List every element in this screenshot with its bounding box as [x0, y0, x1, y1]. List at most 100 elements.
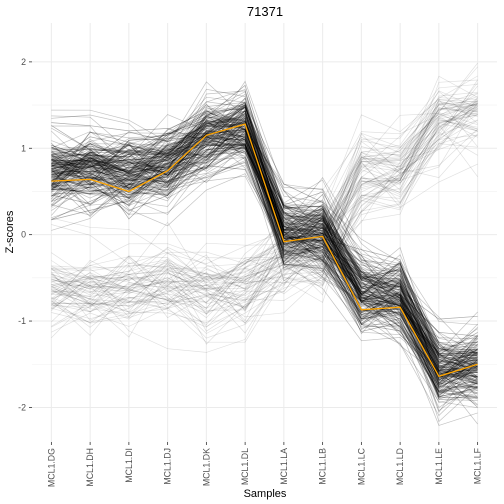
background-series-line	[51, 117, 478, 381]
background-series-line	[51, 129, 478, 389]
background-series-line	[51, 150, 478, 388]
background-series-line	[51, 91, 478, 359]
background-series-line	[51, 110, 478, 385]
background-series-line	[51, 106, 478, 385]
background-series-line	[51, 104, 478, 357]
background-series-line	[51, 106, 478, 384]
background-series-line	[51, 119, 478, 311]
background-series-line	[51, 117, 478, 371]
background-series-line	[51, 106, 478, 368]
background-series-line	[51, 104, 478, 378]
background-series-line	[51, 101, 478, 303]
background-series-line	[51, 129, 478, 373]
background-series-line	[51, 130, 478, 379]
background-series-line	[51, 175, 478, 374]
background-series-line	[51, 135, 478, 390]
background-series-line	[51, 96, 478, 356]
background-series-line	[51, 111, 478, 353]
background-series-line	[51, 161, 478, 338]
background-series-line	[51, 147, 478, 394]
background-series-line	[51, 120, 478, 349]
background-series-line	[51, 129, 478, 373]
background-series-line	[51, 109, 478, 304]
background-series-line	[51, 128, 478, 362]
background-series-line	[51, 103, 478, 369]
x-axis: MCL1.DG MCL1.DH MCL1.DI MCL1.DJ MCL1.DK MCL1.…	[46, 442, 483, 487]
background-series-line	[51, 114, 478, 389]
background-series-line	[51, 143, 478, 372]
background-series-line	[51, 90, 478, 280]
background-series-line	[51, 139, 478, 423]
background-series-line	[51, 112, 478, 378]
background-series-line	[51, 136, 478, 393]
background-series-line	[51, 144, 478, 397]
background-series-line	[51, 112, 478, 388]
background-series-line	[51, 110, 478, 367]
background-series-line	[51, 101, 478, 365]
background-series-line	[51, 88, 478, 371]
background-series-line	[51, 84, 478, 370]
background-series-line	[51, 112, 478, 368]
background-series-line	[51, 143, 478, 408]
background-series-line	[51, 136, 478, 426]
background-series-line	[51, 141, 478, 368]
background-series-line	[51, 112, 478, 305]
x-tick-label: MCL1.DG	[46, 448, 56, 487]
background-series-line	[51, 110, 478, 347]
background-series-line	[51, 106, 478, 363]
background-series-line	[51, 135, 478, 351]
background-series-line	[51, 117, 478, 381]
background-series-line	[51, 140, 478, 412]
background-series-line	[51, 84, 478, 370]
background-series-line	[51, 106, 478, 385]
background-series-line	[51, 128, 478, 380]
background-series-line	[51, 110, 478, 380]
background-series-line	[51, 130, 478, 387]
background-series-line	[51, 104, 478, 305]
background-series-line	[51, 102, 478, 303]
background-series-line	[51, 118, 478, 405]
background-series-line	[51, 141, 478, 388]
background-series-line	[51, 83, 478, 283]
background-series-line	[51, 108, 478, 373]
background-series-line	[51, 118, 478, 405]
background-series-line	[51, 151, 478, 354]
background-series-line	[51, 100, 478, 308]
background-series-line	[51, 143, 478, 389]
y-tick-label: 2	[21, 57, 26, 67]
background-series-line	[51, 103, 478, 307]
background-series-line	[51, 104, 478, 372]
background-series-line	[51, 122, 478, 355]
background-series-line	[51, 122, 478, 400]
background-series-line	[51, 111, 478, 353]
background-series-line	[51, 114, 478, 399]
background-series-line	[51, 137, 478, 398]
background-series-line	[51, 137, 478, 376]
background-series-line	[51, 112, 478, 307]
background-series-line	[51, 114, 478, 399]
background-series-line	[51, 133, 478, 324]
background-series-line	[51, 116, 478, 385]
background-series-line	[51, 109, 478, 378]
background-series-line	[51, 117, 478, 381]
background-series-line	[51, 134, 478, 373]
background-series-line	[51, 107, 478, 344]
background-series-line	[51, 102, 478, 337]
background-series-line	[51, 144, 478, 397]
background-series-line	[51, 151, 478, 354]
background-series-line	[51, 113, 478, 355]
background-series-line	[51, 93, 478, 363]
background-series-line	[51, 139, 478, 362]
background-series-line	[51, 110, 478, 380]
background-series-line	[51, 143, 478, 408]
background-series-line	[51, 104, 478, 378]
background-series-line	[51, 122, 478, 400]
background-series-line	[51, 101, 478, 365]
background-series-line	[51, 116, 478, 386]
background-series-line	[51, 85, 478, 314]
background-series-line	[51, 121, 478, 320]
background-series-line	[51, 112, 478, 378]
background-series-line	[51, 102, 478, 337]
